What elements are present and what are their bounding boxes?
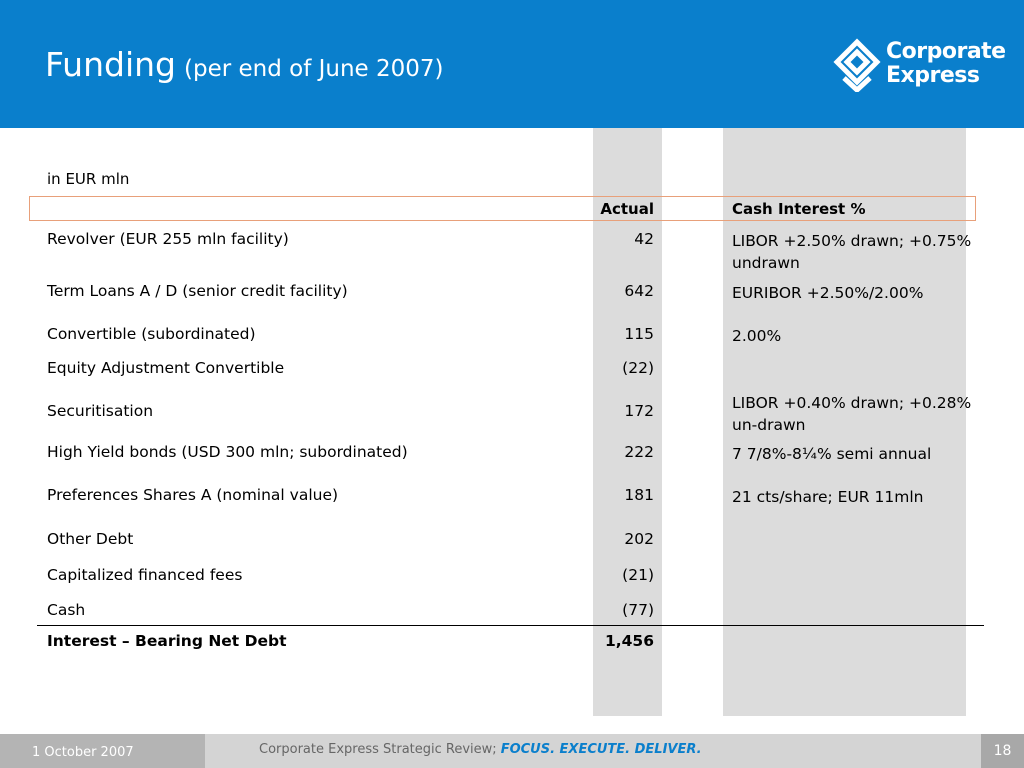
header-row-outline [29, 196, 976, 221]
row-interest: LIBOR +2.50% drawn; +0.75% undrawn [732, 232, 972, 272]
row-actual: 202 [624, 530, 654, 548]
logo-wordmark: Corporate Express [886, 40, 1006, 88]
row-interest: 21 cts/share; EUR 11mln [732, 488, 924, 506]
row-actual: 115 [624, 325, 654, 343]
logo-mark-icon [833, 38, 881, 92]
interest-column-band [723, 128, 966, 716]
header-bar: Funding (per end of June 2007) Corporate … [0, 0, 1024, 128]
unit-label: in EUR mln [47, 170, 130, 188]
row-interest: LIBOR +0.40% drawn; +0.28% un-drawn [732, 394, 972, 434]
logo-line1: Corporate [886, 39, 1006, 64]
column-header-actual: Actual [600, 200, 654, 218]
row-label: Convertible (subordinated) [47, 325, 256, 343]
footer-slogan: FOCUS. EXECUTE. DELIVER. [500, 742, 702, 757]
row-interest: 7 7/8%-8¼% semi annual [732, 445, 932, 463]
page-number: 18 [981, 734, 1024, 768]
row-label: Capitalized financed fees [47, 566, 243, 584]
row-interest: 2.00% [732, 327, 782, 345]
actual-column-band [593, 128, 662, 716]
footer-caption: Corporate Express Strategic Review; FOCUS… [259, 742, 702, 757]
title-main: Funding [45, 45, 176, 84]
row-actual: (21) [622, 566, 654, 584]
row-actual: 172 [624, 402, 654, 420]
row-label: High Yield bonds (USD 300 mln; subordina… [47, 443, 408, 461]
row-interest: EURIBOR +2.50%/2.00% [732, 284, 924, 302]
corporate-express-logo: Corporate Express [832, 38, 1012, 94]
title-subtitle: (per end of June 2007) [184, 56, 444, 82]
row-label: Other Debt [47, 530, 134, 548]
row-actual: (77) [622, 601, 654, 619]
row-actual: 181 [624, 486, 654, 504]
row-label: Cash [47, 601, 86, 619]
row-actual: 642 [624, 282, 654, 300]
row-label: Equity Adjustment Convertible [47, 359, 285, 377]
row-label: Revolver (EUR 255 mln facility) [47, 230, 289, 248]
total-label: Interest – Bearing Net Debt [47, 632, 287, 650]
total-divider [37, 625, 984, 626]
row-actual: 222 [624, 443, 654, 461]
column-header-interest: Cash Interest % [732, 200, 866, 218]
footer-bar: 1 October 2007 Corporate Express Strateg… [0, 734, 1024, 768]
total-actual: 1,456 [604, 632, 654, 650]
footer-text: Corporate Express Strategic Review; [259, 742, 497, 757]
logo-line2: Express [886, 63, 980, 88]
row-actual: 42 [634, 230, 654, 248]
row-label: Preferences Shares A (nominal value) [47, 486, 339, 504]
row-label: Term Loans A / D (senior credit facility… [47, 282, 348, 300]
footer-date: 1 October 2007 [0, 734, 205, 768]
row-label: Securitisation [47, 402, 154, 420]
row-actual: (22) [622, 359, 654, 377]
slide-title: Funding (per end of June 2007) [45, 45, 444, 84]
